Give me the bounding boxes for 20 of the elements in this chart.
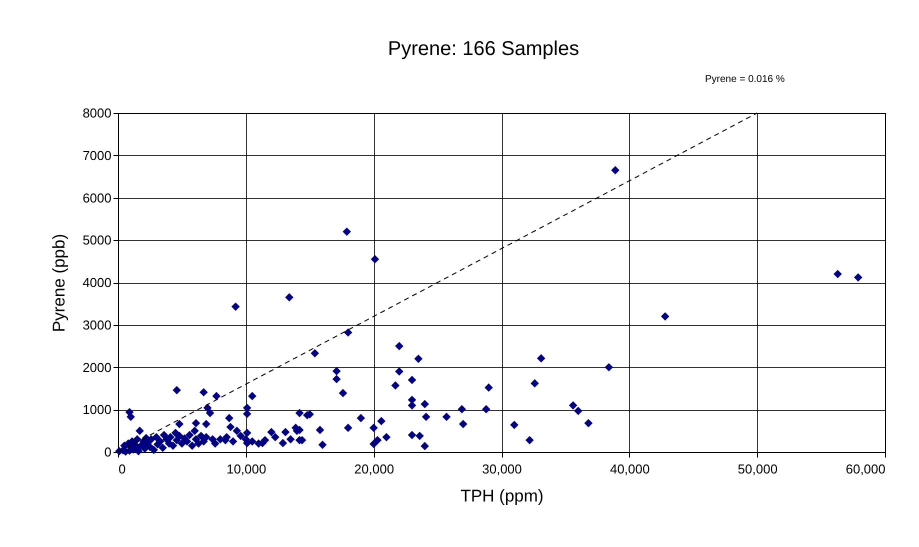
x-tick-label: 60,000 xyxy=(846,462,886,476)
x-tick-label: 50,000 xyxy=(738,462,778,476)
y-tick-label: 8000 xyxy=(82,106,112,120)
x-tick-label: 20,000 xyxy=(354,462,394,476)
x-tick-label: 10,000 xyxy=(226,462,266,476)
y-tick-label: 5000 xyxy=(82,232,112,248)
chart-title: Pyrene: 166 Samples xyxy=(388,38,580,60)
y-tick-label: 6000 xyxy=(82,190,112,206)
y-tick-label: 1000 xyxy=(82,402,112,418)
y-tick-label: 0 xyxy=(104,444,112,460)
x-axis-title: TPH (ppm) xyxy=(460,486,544,506)
y-tick-label: 4000 xyxy=(82,275,112,290)
y-tick-label: 7000 xyxy=(82,148,112,163)
text: Pyrene = 0.016 % xyxy=(705,74,785,85)
y-tick-label: 2000 xyxy=(82,360,112,375)
x-tick-label: 30,000 xyxy=(482,462,522,476)
y-tick-label: 3000 xyxy=(82,317,112,332)
y-axis-title: Pyrene (ppb) xyxy=(50,234,69,332)
x-tick-label: 0 xyxy=(118,462,126,476)
x-tick-label: 40,000 xyxy=(610,462,650,476)
